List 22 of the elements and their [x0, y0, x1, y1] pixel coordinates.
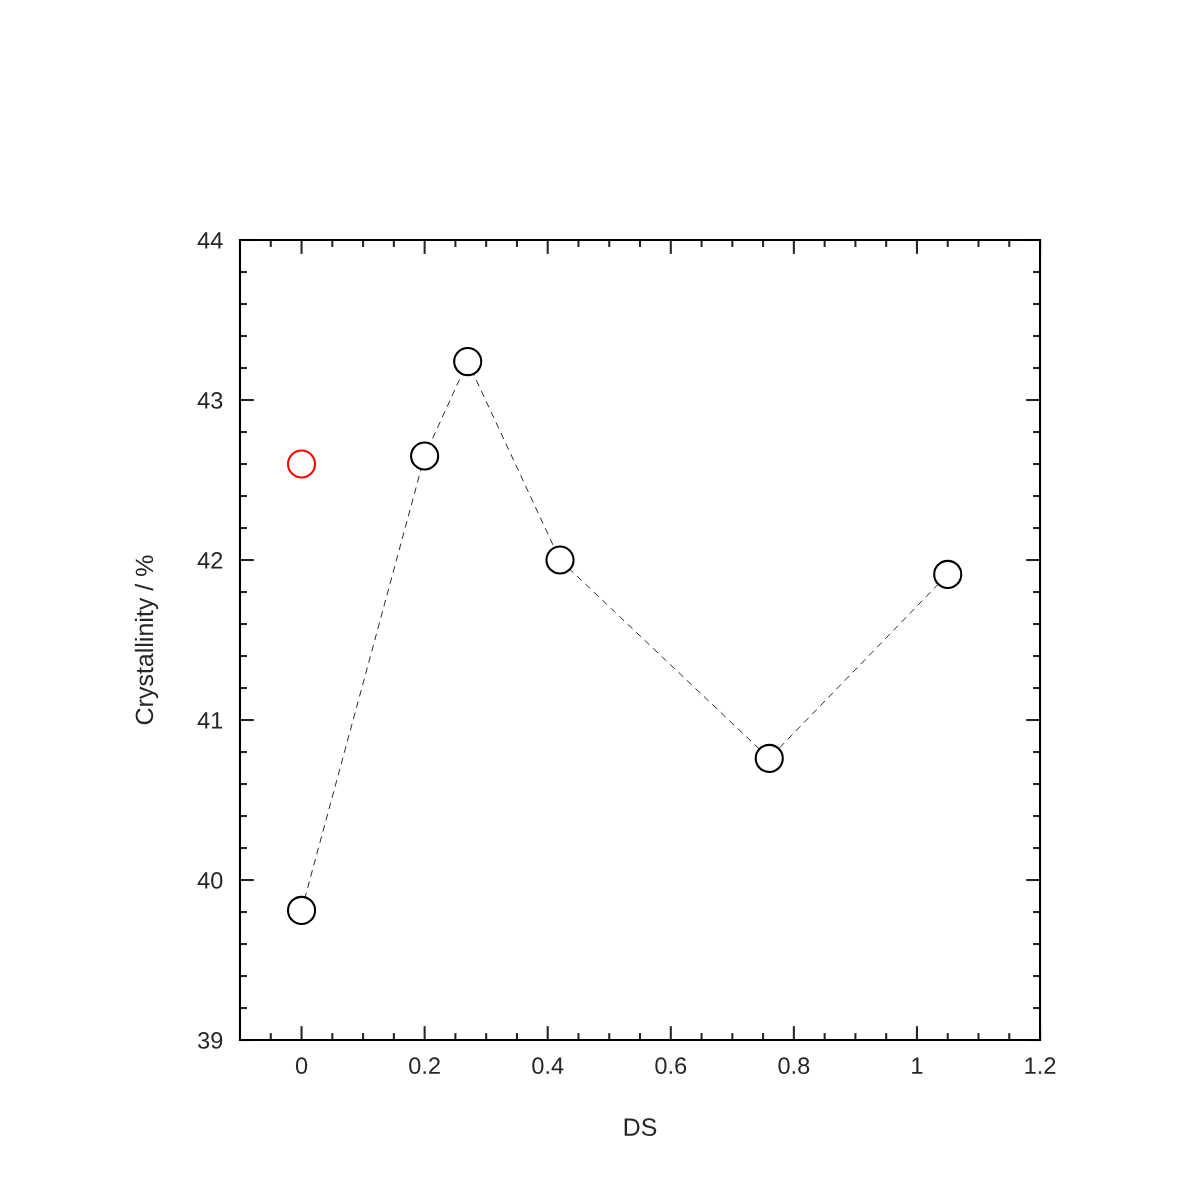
x-axis-title: DS	[624, 1118, 657, 1136]
y-tick-label: 43	[197, 392, 223, 409]
y-tick-label: 39	[197, 1032, 223, 1049]
point	[286, 895, 317, 926]
y-tick-label: 41	[197, 712, 223, 729]
x-tick-label: 0.2	[409, 1057, 440, 1075]
y-tick-label: 40	[197, 872, 223, 889]
x-tick-label: 0.8	[778, 1057, 810, 1075]
point	[286, 449, 317, 479]
x-tick-label: 0	[295, 1057, 308, 1075]
point	[754, 743, 784, 773]
point	[453, 347, 483, 377]
point	[545, 545, 575, 575]
x-tick-label: 0.6	[655, 1057, 687, 1075]
x-tick-label: 1	[912, 1057, 923, 1074]
y-tick-label: 42	[197, 552, 223, 569]
point	[933, 559, 963, 589]
point	[410, 441, 440, 471]
y-axis-title: Crystallinity / %	[134, 555, 159, 725]
x-tick-label: 0.4	[532, 1057, 564, 1075]
x-tick-label: 1.2	[1025, 1057, 1056, 1074]
y-tick-label: 44	[197, 232, 223, 249]
